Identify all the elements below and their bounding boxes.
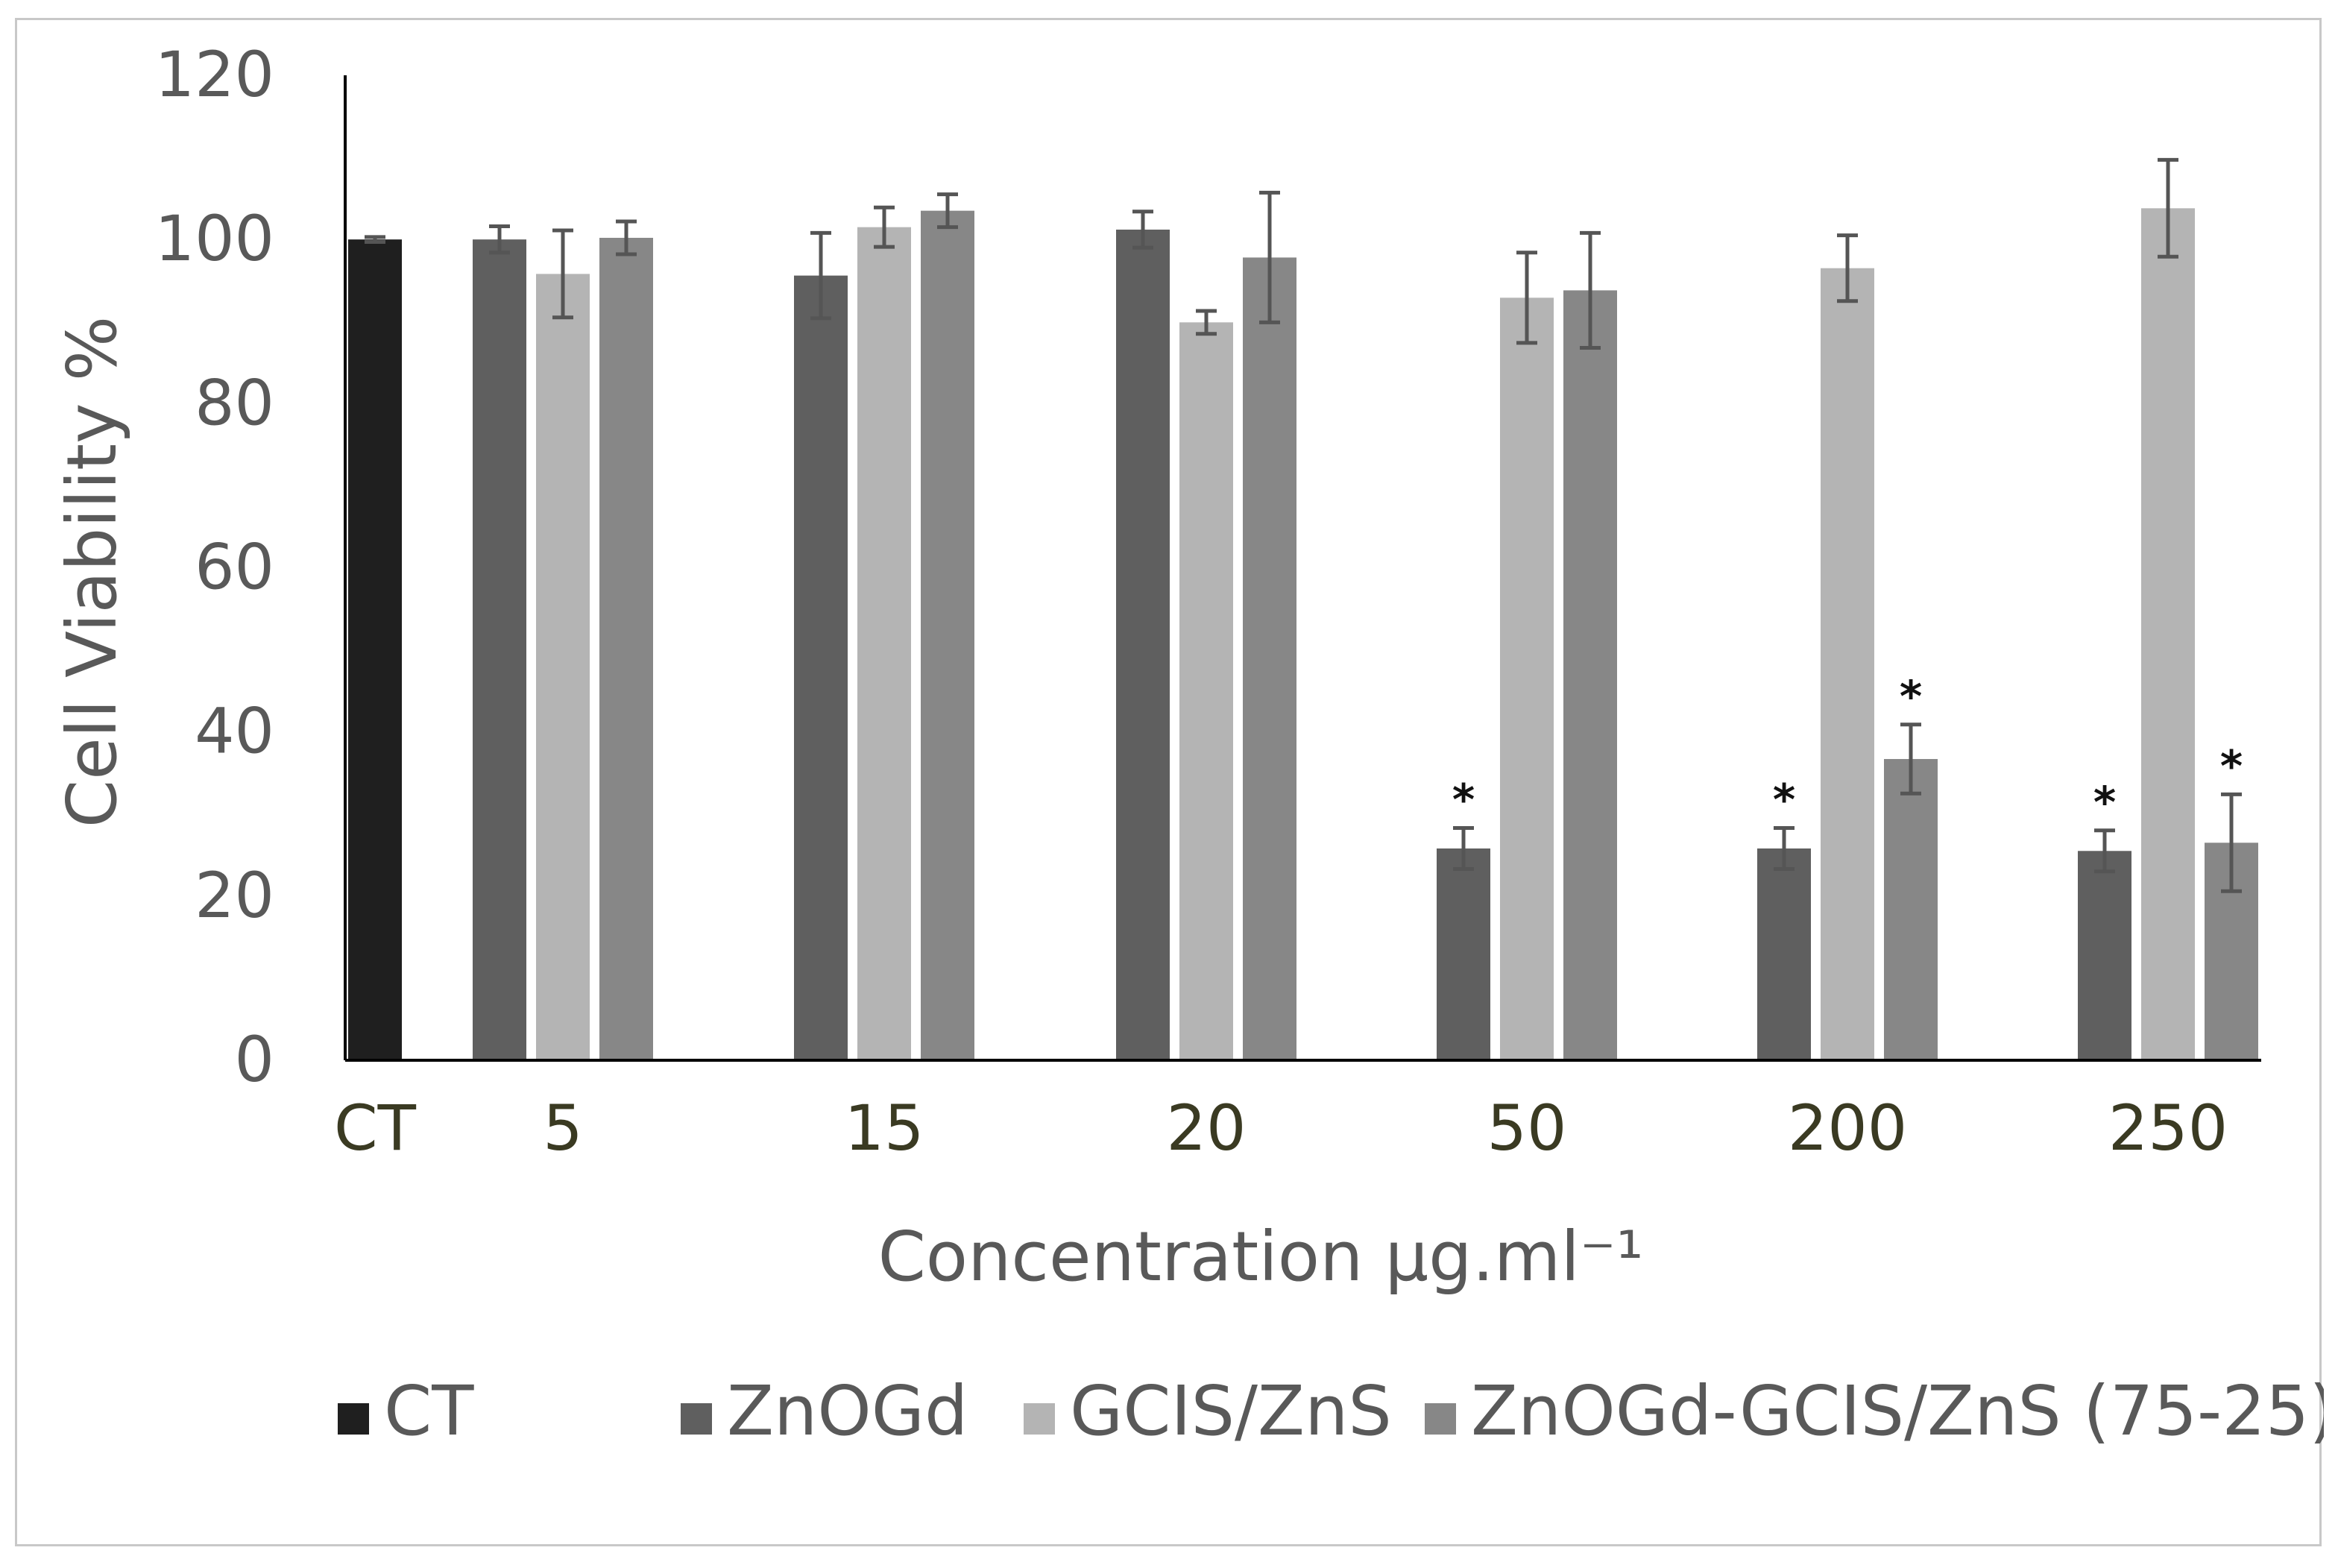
error-bar <box>1196 309 1217 336</box>
error-bar <box>616 219 637 256</box>
legend-label: CT <box>384 1371 474 1451</box>
y-tick-label: 20 <box>195 859 274 932</box>
x-tick-label: 50 <box>1487 1092 1567 1165</box>
legend-item: ZnOGd <box>681 1371 968 1451</box>
bar-gcis-zns-200 <box>1821 268 1874 1061</box>
bar-znogd-gcis-zns-75-25--200 <box>1884 758 1938 1060</box>
y-tick-label: 40 <box>195 695 274 768</box>
legend-label: ZnOGd <box>727 1371 968 1451</box>
bars-layer <box>348 208 2258 1061</box>
y-tick-labels: 0 20 40 60 80 100 120 <box>155 38 274 1096</box>
error-bars-layer <box>365 157 2242 893</box>
bar-znogd-gcis-zns-75-25--5 <box>599 237 653 1061</box>
error-bar <box>365 235 385 244</box>
legend-item: ZnOGd-GCIS/ZnS (75-25) <box>1425 1371 2324 1451</box>
bar-znogd-5 <box>473 239 526 1061</box>
error-bar <box>1580 230 1601 350</box>
bar-gcis-zns-5 <box>536 274 590 1061</box>
x-tick-label: 200 <box>1788 1092 1907 1165</box>
significance-markers: * * * * * <box>1452 671 2243 828</box>
legend-swatch <box>338 1403 369 1435</box>
legend-item: CT <box>338 1371 474 1451</box>
bar-znogd-gcis-zns-75-25--50 <box>1563 290 1617 1060</box>
error-bar <box>1516 251 1537 345</box>
bar-ct-CT <box>348 239 402 1061</box>
error-bar <box>552 228 573 320</box>
x-tick-label: 5 <box>543 1092 582 1165</box>
y-axis-title: Cell Viability % <box>52 316 132 828</box>
y-tick-label: 120 <box>155 38 274 111</box>
significance-star: * <box>1773 774 1795 825</box>
error-bar <box>1837 233 1858 303</box>
bar-znogd-gcis-zns-75-25--20 <box>1243 257 1296 1060</box>
error-bar <box>1900 722 1921 796</box>
significance-star: * <box>1900 671 1922 722</box>
error-bar <box>1259 190 1280 324</box>
significance-star: * <box>1452 774 1475 825</box>
error-bar <box>489 224 510 255</box>
figure-frame: * * * * * 0 20 40 60 80 100 120 CT 5 15 20 50 200 250 Ce… <box>15 18 2324 1546</box>
x-tick-label: CT <box>334 1092 417 1165</box>
significance-star: * <box>2220 740 2243 791</box>
bar-znogd-250 <box>2078 851 2131 1060</box>
bar-gcis-zns-20 <box>1179 322 1233 1060</box>
error-bar <box>874 205 895 249</box>
bar-znogd-200 <box>1757 848 1811 1060</box>
y-tick-label: 60 <box>195 531 274 604</box>
legend-label: ZnOGd-GCIS/ZnS (75-25) <box>1471 1371 2324 1451</box>
legend: CT ZnOGd GCIS/ZnS ZnOGd-GCIS/ZnS (75-25) <box>338 1371 2324 1451</box>
y-tick-label: 100 <box>155 202 274 275</box>
x-axis-title: Concentration µg.ml⁻¹ <box>878 1217 1644 1297</box>
error-bar <box>1774 825 1795 872</box>
significance-star: * <box>2093 777 2116 828</box>
bar-znogd-20 <box>1116 229 1170 1060</box>
bar-gcis-zns-250 <box>2141 208 2195 1061</box>
error-bar <box>2158 157 2178 259</box>
error-bar <box>937 192 958 230</box>
y-tick-label: 80 <box>195 366 274 439</box>
legend-swatch <box>1024 1403 1055 1435</box>
x-tick-labels: CT 5 15 20 50 200 250 <box>334 1092 2228 1165</box>
error-bar <box>2221 792 2242 893</box>
bar-gcis-zns-50 <box>1500 297 1554 1061</box>
bar-znogd-gcis-zns-75-25--15 <box>921 210 974 1061</box>
y-tick-label: 0 <box>235 1023 274 1096</box>
legend-swatch <box>681 1403 712 1435</box>
bar-gcis-zns-15 <box>857 227 911 1060</box>
legend-label: GCIS/ZnS <box>1070 1371 1392 1451</box>
error-bar <box>1453 825 1474 872</box>
error-bar <box>1132 210 1153 250</box>
error-bar <box>810 230 831 321</box>
bar-znogd-15 <box>794 275 848 1061</box>
x-tick-label: 20 <box>1167 1092 1247 1165</box>
x-tick-label: 250 <box>2108 1092 2228 1165</box>
bar-chart: * * * * * 0 20 40 60 80 100 120 CT 5 15 20 50 200 250 Ce… <box>52 38 2324 1451</box>
legend-swatch <box>1425 1403 1456 1435</box>
error-bar <box>2094 828 2115 874</box>
x-tick-label: 15 <box>845 1092 924 1165</box>
legend-item: GCIS/ZnS <box>1024 1371 1392 1451</box>
bar-znogd-50 <box>1437 848 1490 1060</box>
